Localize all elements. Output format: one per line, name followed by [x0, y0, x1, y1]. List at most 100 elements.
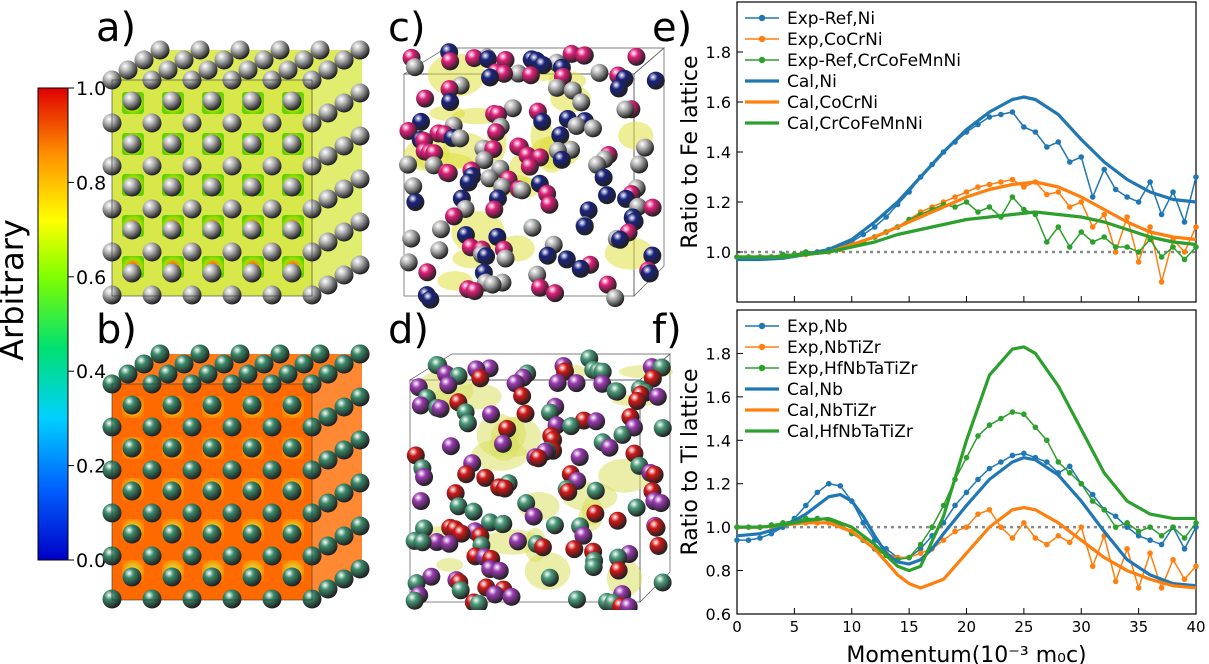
- data-point: [1044, 191, 1050, 198]
- data-point: [1158, 585, 1165, 591]
- atom: [278, 60, 298, 80]
- atom: [202, 263, 222, 283]
- atom: [567, 590, 586, 609]
- atom: [441, 437, 460, 456]
- atom: [648, 387, 667, 406]
- series-line: [737, 345, 1196, 573]
- atom: [586, 481, 605, 500]
- atom: [606, 289, 625, 308]
- data-point: [1181, 249, 1188, 255]
- atom: [508, 532, 527, 551]
- atom: [270, 344, 290, 364]
- y-axis-label: Ratio to Fe lattice: [680, 55, 703, 248]
- atom: [483, 275, 502, 294]
- data-point: [952, 194, 958, 200]
- data-point: [1009, 194, 1016, 200]
- colorbar-tick-label: 1.0: [76, 80, 106, 100]
- atom: [202, 220, 222, 240]
- atom: [609, 548, 628, 567]
- atom: [567, 374, 586, 393]
- atom: [182, 589, 202, 609]
- data-point: [871, 224, 878, 230]
- atom: [465, 282, 484, 301]
- atom: [162, 481, 182, 501]
- data-point: [1066, 470, 1073, 476]
- box-edge: [111, 79, 313, 297]
- atom: [318, 493, 338, 513]
- data-point: [1181, 256, 1188, 263]
- atom: [158, 364, 178, 384]
- atom: [282, 263, 302, 283]
- y-tick-label: 1.2: [706, 475, 731, 494]
- atom: [198, 60, 218, 80]
- panel-label-d: d): [388, 307, 429, 353]
- data-point: [1124, 524, 1130, 530]
- box-edge: [111, 383, 313, 601]
- atom: [440, 80, 459, 99]
- y-tick-label: 1.8: [706, 43, 731, 62]
- atom: [222, 156, 242, 176]
- atom: [635, 138, 654, 157]
- data-point: [998, 179, 1004, 185]
- atom: [122, 177, 142, 197]
- atom: [451, 129, 470, 148]
- data-point: [1170, 524, 1176, 530]
- legend-label: Exp,HfNbTaTiZr: [787, 359, 917, 379]
- atom: [162, 91, 182, 111]
- atom: [254, 354, 274, 374]
- atom: [594, 168, 613, 187]
- atom: [551, 126, 570, 145]
- data-point: [929, 524, 935, 530]
- atom: [142, 589, 162, 609]
- atom: [459, 173, 478, 192]
- atom: [242, 438, 262, 458]
- atom: [142, 113, 162, 133]
- data-point: [986, 114, 993, 120]
- data-point: [1021, 124, 1027, 130]
- y-tick-label: 1.8: [706, 344, 731, 363]
- atom: [262, 503, 282, 523]
- atom: [548, 373, 567, 392]
- atom: [600, 438, 619, 457]
- data-point: [1089, 491, 1096, 498]
- atom: [150, 344, 170, 364]
- data-point: [826, 480, 832, 487]
- atom: [431, 220, 450, 239]
- legend-marker: [758, 35, 766, 43]
- atom: [495, 64, 514, 83]
- data-point: [883, 214, 889, 220]
- atom: [643, 246, 662, 265]
- data-point: [837, 483, 844, 489]
- atom: [334, 569, 354, 589]
- data-point: [1044, 437, 1050, 444]
- atom: [334, 179, 354, 199]
- data-point: [1066, 204, 1073, 210]
- atom: [222, 589, 242, 609]
- data-point: [1009, 176, 1016, 183]
- atom: [452, 524, 471, 543]
- data-point: [1032, 424, 1039, 431]
- atom: [242, 567, 262, 587]
- data-point: [1181, 535, 1188, 541]
- atom: [547, 78, 566, 97]
- atom: [162, 524, 182, 544]
- atom: [613, 425, 632, 444]
- atom: [162, 134, 182, 154]
- atom: [190, 40, 210, 60]
- atom: [469, 594, 488, 610]
- y-tick-label: 0.6: [706, 605, 731, 624]
- atom: [242, 177, 262, 197]
- data-point: [1147, 179, 1153, 185]
- data-point: [757, 535, 763, 541]
- atom: [142, 156, 162, 176]
- data-point: [1181, 546, 1188, 552]
- atom: [334, 397, 354, 417]
- structure-c: [399, 43, 665, 309]
- data-point: [963, 189, 970, 195]
- data-point: [1193, 563, 1199, 570]
- data-point: [1112, 513, 1119, 520]
- data-point: [1124, 244, 1130, 250]
- data-point: [1044, 239, 1050, 245]
- y-tick-label: 1.6: [706, 388, 731, 407]
- atom: [350, 212, 370, 232]
